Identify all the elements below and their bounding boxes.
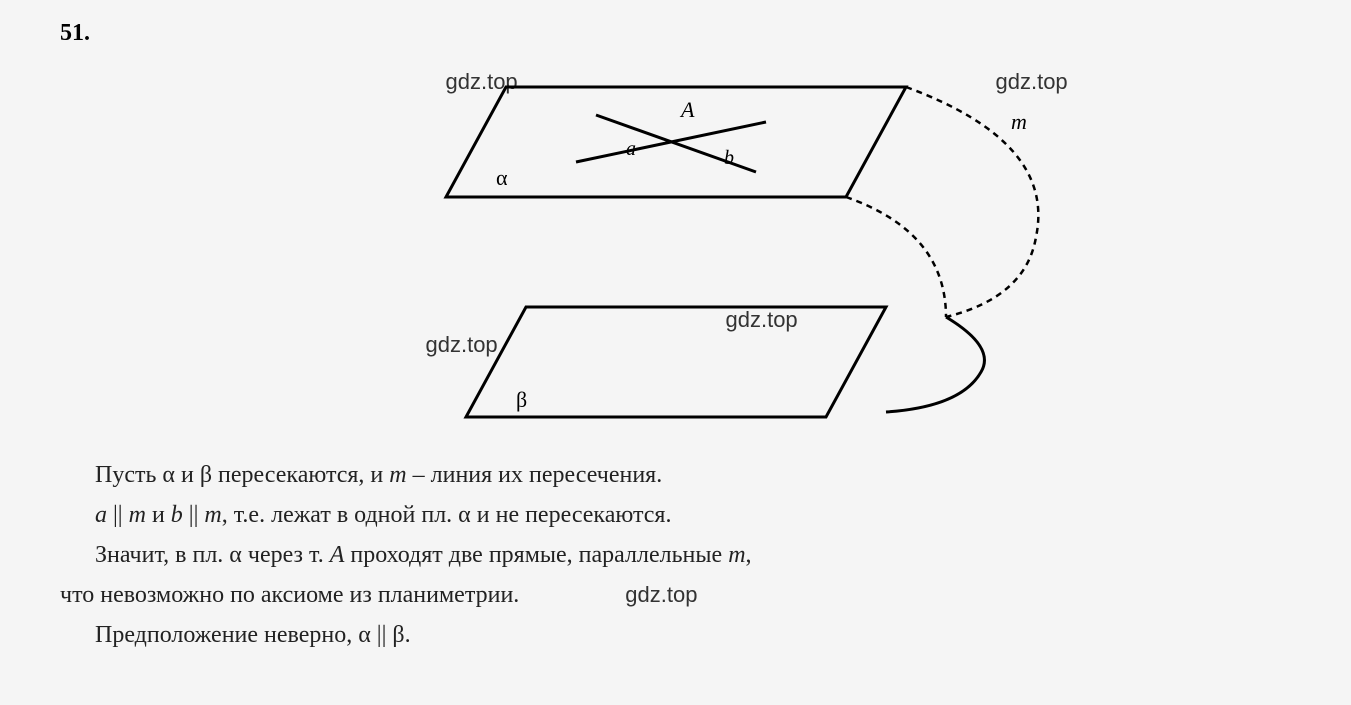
watermark-5: gdz.top [625, 582, 697, 607]
solution-line-4: что невозможно по аксиоме из планиметрии… [60, 577, 1291, 613]
svg-text:α: α [496, 165, 508, 190]
svg-text:a: a [626, 138, 636, 160]
solution-line-5: Предположение неверно, α || β. [60, 617, 1291, 653]
svg-text:m: m [1011, 109, 1027, 134]
geometry-diagram: A a b α m β [226, 57, 1126, 437]
diagram-container: gdz.top gdz.top gdz.top gdz.top A a b α … [226, 57, 1126, 437]
solution-line-3: Значит, в пл. α через т. A проходят две … [60, 537, 1291, 573]
solution-text: Пусть α и β пересекаются, и m – линия их… [60, 457, 1291, 653]
svg-text:A: A [679, 97, 695, 122]
solution-line-2: a || m и b || m, т.е. лежат в одной пл. … [60, 497, 1291, 533]
svg-text:β: β [516, 387, 527, 412]
solution-line-1: Пусть α и β пересекаются, и m – линия их… [60, 457, 1291, 493]
problem-number: 51. [60, 20, 1291, 47]
svg-text:b: b [724, 147, 734, 169]
